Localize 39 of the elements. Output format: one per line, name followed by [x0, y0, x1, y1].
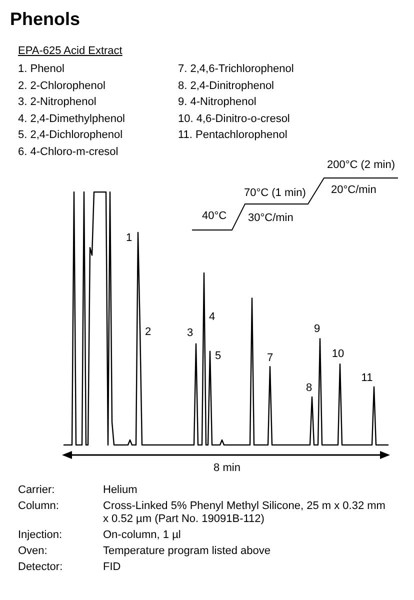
annotation: 20°C/min: [331, 184, 376, 197]
text: Column:: [18, 500, 59, 513]
annotation: 40°C: [202, 210, 227, 223]
text: 7. 2,4,6-Trichlorophenol: [178, 63, 294, 76]
text: 10. 4,6-Dinitro-o-cresol: [178, 112, 290, 126]
annotation: 4: [208, 311, 216, 324]
text: 9. 4-Nitrophenol: [178, 96, 256, 109]
annotation: 7: [266, 352, 274, 365]
annotation: 9: [312, 323, 322, 336]
annotation: 8: [304, 382, 314, 395]
annotation: 3: [186, 327, 194, 340]
text: Injection:: [18, 529, 62, 542]
text: 11. Pentachlorophenol: [178, 129, 288, 142]
text: On-column, 1 µl: [103, 529, 182, 542]
chart-title: Phenols: [10, 8, 80, 30]
annotation: 11: [360, 372, 374, 385]
annotation: 30°C/min: [248, 212, 294, 225]
text: Detector:: [18, 561, 63, 574]
text: 2. 2-Chlorophenol: [18, 80, 106, 92]
text: 5. 2,4-Dichlorophenol: [18, 129, 123, 142]
text: Helium: [103, 484, 138, 497]
annotation: 10: [330, 348, 346, 361]
text: 200°C (2 min): [327, 159, 395, 172]
text: Cross-Linked 5% Phenyl Methyl Silicone, 25 m x 0.32 mm x 0.52 µm (Part No. 19091B-112): [103, 500, 386, 526]
text: Carrier:: [18, 484, 55, 497]
text: FID: [103, 561, 122, 574]
annotation: 5: [214, 350, 222, 363]
text: 1. Phenol: [18, 63, 64, 76]
annotation: 2: [144, 326, 152, 339]
text: Temperature program listed above: [103, 545, 272, 558]
annotation: 70°C (1 min): [244, 187, 306, 200]
chart-subtitle: EPA-625 Acid Extract: [18, 45, 122, 58]
text: 4. 2,4-Dimethylphenol: [18, 112, 126, 126]
text: 6. 4-Chloro-m-cresol: [18, 146, 118, 158]
annotation: 1: [124, 232, 134, 245]
text: 3. 2-Nitrophenol: [18, 96, 96, 109]
text: 8. 2,4-Dinitrophenol: [178, 80, 274, 92]
text: Oven:: [18, 545, 48, 558]
text: 8 min: [212, 462, 242, 475]
